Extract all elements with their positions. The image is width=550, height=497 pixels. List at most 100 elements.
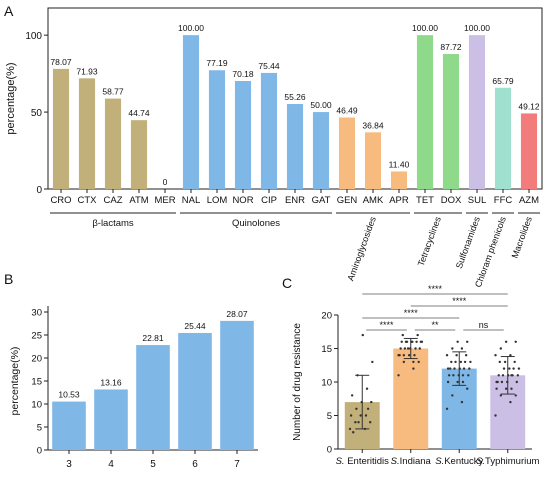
point-c-3-17 — [502, 367, 506, 370]
bar-a-NAL — [182, 35, 200, 190]
x-tick-label-c-3: S.Typhimurium — [476, 456, 539, 467]
point-c-3-2 — [499, 394, 503, 397]
point-c-2-2 — [451, 394, 454, 397]
point-c-3-26 — [514, 340, 517, 343]
point-c-2-12 — [453, 367, 456, 370]
point-c-3-28 — [495, 380, 498, 384]
point-c-3-16 — [512, 367, 515, 370]
point-c-3-19 — [508, 367, 511, 370]
group-label-a-3: Tetracyclines — [416, 215, 443, 268]
x-tick-label-a-DOX: DOX — [441, 195, 462, 206]
point-c-2-22 — [455, 354, 458, 357]
x-tick-label-b-7: 7 — [234, 459, 240, 470]
bar-a-CTX — [78, 78, 96, 189]
point-c-3-0 — [494, 414, 497, 417]
panel-label-a: A — [4, 3, 14, 19]
group-label-a-2: Aminoglycosides — [345, 215, 378, 282]
point-c-1-25 — [402, 354, 406, 357]
point-c-3-18 — [517, 367, 521, 370]
x-tick-label-a-CRO: CRO — [50, 195, 71, 206]
sig-label-c-3: **** — [379, 320, 394, 330]
x-tick-label-c-1: S.Indiana — [391, 456, 432, 467]
point-c-2-14 — [458, 367, 461, 370]
y-tick-label-b-3: 15 — [31, 377, 42, 388]
point-c-3-8 — [515, 380, 518, 384]
value-label-a-TET: 100.00 — [412, 23, 438, 33]
point-c-2-1 — [460, 400, 464, 404]
x-tick-label-a-TET: TET — [416, 195, 434, 206]
point-c-2-5 — [446, 380, 450, 384]
y-tick-label-b-2: 10 — [31, 400, 42, 411]
chart-c: 0 5 10 15 20 Number of drug resistance S. Ente… — [292, 284, 540, 467]
point-c-0-3 — [369, 421, 372, 424]
point-c-3-1 — [509, 400, 512, 404]
x-tick-label-a-NAL: NAL — [182, 195, 200, 206]
sig-label-c-5: ns — [479, 320, 489, 330]
y-tick-label-b-5: 25 — [31, 331, 42, 342]
bar-b-5 — [136, 345, 170, 450]
point-c-3-14 — [507, 374, 510, 377]
point-c-3-12 — [501, 374, 505, 377]
point-c-2-25 — [451, 347, 454, 350]
x-tick-label-c-2: S.Kentucky — [435, 456, 483, 467]
x-tick-label-b-3: 3 — [66, 459, 72, 470]
value-label-a-DOX: 87.72 — [440, 42, 462, 52]
point-c-3-21 — [513, 360, 516, 364]
panel-label-c: C — [282, 275, 292, 291]
value-label-a-APR: 11.40 — [389, 159, 410, 169]
bar-b-4 — [94, 389, 128, 450]
point-c-2-0 — [445, 407, 449, 410]
bar-a-GEN — [338, 117, 356, 189]
value-label-b-7: 28.07 — [226, 309, 248, 319]
point-c-0-14 — [361, 333, 364, 337]
value-label-a-CRO: 78.07 — [50, 57, 72, 67]
point-c-2-3 — [466, 387, 469, 390]
y-tick-label-b-6: 30 — [31, 308, 42, 319]
point-c-3-29 — [510, 374, 513, 377]
value-label-a-GAT: 50.00 — [310, 100, 332, 110]
point-c-1-18 — [420, 340, 424, 343]
point-c-3-27 — [504, 340, 508, 343]
point-c-1-15 — [400, 340, 403, 343]
y-tick-label-c-2: 10 — [321, 378, 332, 389]
bar-a-CIP — [260, 72, 278, 189]
x-tick-label-a-APR: APR — [389, 195, 409, 206]
point-c-3-24 — [509, 354, 512, 357]
point-c-2-27 — [456, 340, 459, 343]
value-label-a-SUL: 100.00 — [464, 23, 490, 33]
x-tick-label-b-6: 6 — [192, 459, 198, 470]
point-c-0-1 — [363, 427, 367, 431]
bar-a-TET — [416, 35, 434, 190]
point-c-1-11 — [414, 347, 417, 350]
point-c-0-15 — [352, 431, 355, 434]
point-c-3-13 — [516, 374, 520, 377]
value-label-a-ATM: 44.74 — [128, 108, 150, 118]
point-c-2-10 — [447, 374, 451, 377]
point-c-3-20 — [498, 360, 501, 364]
point-c-2-13 — [468, 367, 471, 370]
bar-b-6 — [178, 332, 212, 450]
point-c-2-23 — [445, 354, 449, 357]
bar-c-1 — [393, 348, 429, 449]
point-c-3-6 — [510, 387, 513, 390]
y-axis-label-b: percentage(%) — [9, 347, 21, 416]
panel-label-b: B — [4, 271, 13, 287]
x-tick-label-a-NOR: NOR — [232, 195, 253, 206]
y-tick-label-b-1: 5 — [37, 423, 42, 434]
point-c-1-6 — [413, 354, 416, 357]
point-c-2-7 — [452, 374, 455, 377]
sig-label-c-2: **** — [404, 308, 419, 318]
point-c-3-9 — [506, 380, 509, 384]
point-c-0-6 — [364, 414, 368, 417]
point-c-2-4 — [456, 380, 459, 384]
point-c-2-15 — [449, 367, 452, 370]
bar-a-CAZ — [104, 98, 122, 189]
point-c-2-18 — [469, 360, 472, 364]
value-label-a-AMK: 36.84 — [362, 120, 384, 130]
x-tick-label-a-LOM: LOM — [207, 195, 228, 206]
point-c-2-26 — [466, 340, 469, 343]
point-c-3-3 — [514, 394, 517, 397]
bar-a-LOM — [208, 70, 226, 189]
point-c-0-9 — [360, 400, 363, 404]
